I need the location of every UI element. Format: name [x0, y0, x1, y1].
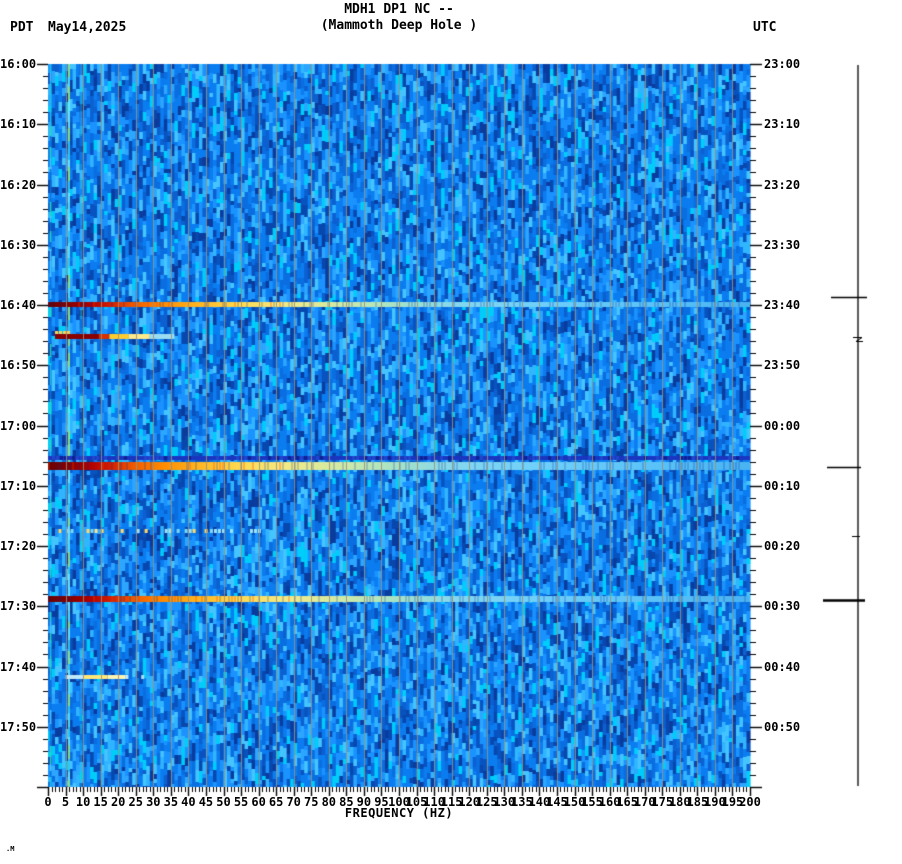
left-time-label: 16:10 — [0, 117, 37, 132]
frequency-tick-label: 110 — [423, 795, 445, 809]
frequency-tick-label: 75 — [304, 795, 319, 809]
left-time-label: 16:40 — [0, 298, 37, 312]
left-time-label: 17:20 — [0, 539, 37, 553]
frequency-tick-label: 45 — [198, 795, 214, 809]
frequency-tick-label: 90 — [356, 795, 372, 809]
frequency-tick-label: 115 — [440, 795, 463, 809]
frequency-tick-label: 95 — [374, 795, 389, 809]
left-time-label: 16:50 — [0, 358, 37, 373]
frequency-tick-label: 145 — [546, 795, 568, 809]
right-time-label: 00:50 — [764, 719, 801, 734]
frequency-tick-label: 5 — [61, 795, 70, 809]
frequency-tick-label: 35 — [163, 795, 179, 809]
left-time-label: 17:50 — [0, 719, 37, 734]
right-time-label: 23:50 — [764, 358, 801, 373]
left-time-label: 17:00 — [0, 418, 37, 433]
frequency-tick-label: 140 — [528, 795, 551, 809]
frequency-tick-label: 40 — [181, 795, 196, 809]
page-title: MDH1 DP1 NC -- — [344, 2, 454, 17]
frequency-tick-label: 170 — [633, 795, 656, 809]
left-time-label: 17:30 — [0, 599, 37, 614]
left-time-label: 16:20 — [0, 177, 37, 192]
frequency-tick-label: 15 — [93, 795, 108, 809]
date-label: May14,2025 — [48, 20, 127, 35]
frequency-tick-label: 20 — [110, 795, 126, 809]
frequency-tick-label: 190 — [704, 795, 726, 809]
timezone-right-label: UTC — [753, 20, 777, 35]
frequency-tick-label: 150 — [563, 795, 586, 809]
page-subtitle: (Mammoth Deep Hole ) — [320, 18, 478, 33]
frequency-tick-label: 80 — [321, 795, 337, 809]
left-time-label: 17:40 — [0, 659, 37, 674]
frequency-tick-label: 65 — [268, 795, 284, 809]
frequency-tick-label: 25 — [128, 795, 143, 809]
frequency-tick-label: 10 — [75, 795, 91, 809]
right-time-label: 23:20 — [764, 177, 801, 192]
right-time-label: 00:40 — [764, 659, 801, 674]
right-time-label: 00:30 — [764, 599, 801, 614]
left-time-label: 16:30 — [0, 237, 37, 252]
frequency-tick-label: 125 — [475, 795, 498, 809]
frequency-tick-label: 55 — [233, 795, 249, 809]
frequency-tick-label: 160 — [598, 795, 621, 809]
frequency-tick-label: 135 — [511, 795, 533, 809]
frequency-tick-label: 165 — [616, 795, 638, 809]
left-time-label: 17:10 — [0, 478, 37, 493]
right-time-label: 23:10 — [764, 117, 801, 132]
frequency-axis-title: FREQUENCY (HZ) — [344, 806, 454, 820]
frequency-tick-label: 100 — [388, 795, 410, 809]
left-time-label: 16:00 — [0, 57, 37, 71]
frequency-tick-label: 200 — [739, 795, 761, 809]
frequency-tick-label: 175 — [651, 795, 674, 809]
right-time-label: 23:40 — [764, 298, 801, 312]
right-time-label: 23:30 — [764, 237, 801, 252]
frequency-tick-label: 105 — [405, 795, 428, 809]
frequency-tick-label: 185 — [686, 795, 709, 809]
frequency-tick-label: 50 — [216, 795, 231, 809]
corner-watermark: .M — [6, 845, 15, 853]
frequency-tick-label: 70 — [286, 795, 301, 809]
frequency-tick-label: 60 — [251, 795, 266, 809]
right-time-label: 00:00 — [764, 418, 801, 433]
frequency-tick-label: 180 — [668, 795, 691, 809]
frequency-tick-label: 155 — [581, 795, 603, 809]
right-time-label: 00:20 — [764, 539, 801, 553]
timezone-left-label: PDT — [10, 20, 34, 35]
frequency-tick-label: 85 — [339, 795, 354, 809]
right-time-label: 23:00 — [764, 57, 801, 71]
right-time-label: 00:10 — [764, 478, 801, 493]
frequency-tick-label: 130 — [493, 795, 516, 809]
frequency-tick-label: 0 — [44, 795, 52, 809]
frequency-tick-label: 30 — [146, 795, 161, 809]
frequency-tick-label: 120 — [458, 795, 481, 809]
frequency-tick-label: 195 — [721, 795, 744, 809]
